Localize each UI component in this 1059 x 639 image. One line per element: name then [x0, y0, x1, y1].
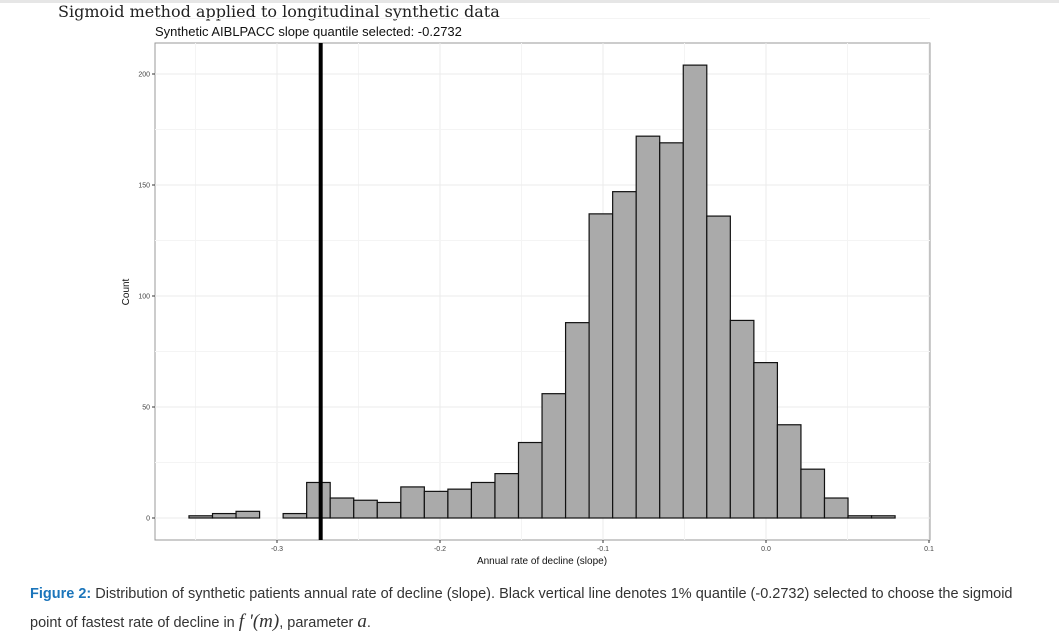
chart-title: Synthetic AIBLPACC slope quantile select… [155, 24, 462, 39]
histogram-bar [729, 319, 755, 519]
histogram-bar [870, 515, 896, 519]
histogram-bar [517, 441, 543, 519]
histogram-bar [706, 215, 731, 519]
histogram-bar [612, 191, 637, 519]
histogram-bar [541, 393, 567, 519]
caption-label: Figure 2: [30, 586, 92, 602]
histogram-bar [564, 322, 590, 519]
caption-text: Distribution of synthetic patients annua… [30, 586, 1013, 631]
histogram-bar [823, 497, 849, 519]
histogram-bar [235, 510, 261, 519]
histogram-bar [400, 486, 425, 519]
x-tick-label: -0.1 [597, 546, 609, 553]
top-bar [0, 0, 1059, 3]
y-tick-label: 150 [138, 183, 150, 190]
histogram-bar [376, 501, 402, 519]
histogram-bar [353, 499, 378, 519]
y-tick-label: 0 [146, 516, 150, 523]
y-tick-label: 100 [138, 294, 150, 301]
x-tick-label: -0.3 [271, 546, 283, 553]
histogram-bar [329, 497, 355, 519]
histogram-bar [682, 64, 708, 519]
histogram-bar [588, 213, 614, 519]
histogram-bar [188, 515, 214, 519]
histogram-chart: Synthetic AIBLPACC slope quantile select… [121, 18, 934, 567]
y-tick-label: 50 [142, 405, 150, 412]
histogram-bar [423, 490, 449, 519]
page-title: Sigmoid method applied to longitudinal s… [58, 2, 500, 21]
histogram-bar [494, 473, 520, 519]
figure-caption: Figure 2: Distribution of synthetic pati… [30, 580, 1040, 637]
histogram-bar [776, 424, 802, 519]
x-tick-label: 0.0 [761, 546, 771, 553]
x-tick-label: 0.1 [924, 546, 934, 553]
caption-math-f: f '(m) [238, 611, 280, 632]
histogram-bar [211, 512, 237, 519]
y-axis-label: Count [121, 278, 132, 305]
caption-text-2: , parameter [279, 615, 358, 631]
histogram-bar [753, 362, 779, 519]
x-tick-label: -0.2 [434, 546, 446, 553]
caption-text-3: . [366, 615, 371, 631]
histogram-bar [659, 142, 684, 519]
histogram-bar [635, 135, 661, 519]
histogram-bar [847, 515, 873, 519]
y-tick-label: 200 [138, 72, 150, 79]
caption-math-a: a [357, 611, 367, 632]
histogram-bar [800, 468, 826, 519]
histogram-bar [306, 481, 331, 519]
histogram-bar [447, 488, 473, 519]
histogram-bar [282, 512, 308, 519]
histogram-bar [470, 481, 496, 519]
x-axis-label: Annual rate of decline (slope) [477, 556, 607, 567]
